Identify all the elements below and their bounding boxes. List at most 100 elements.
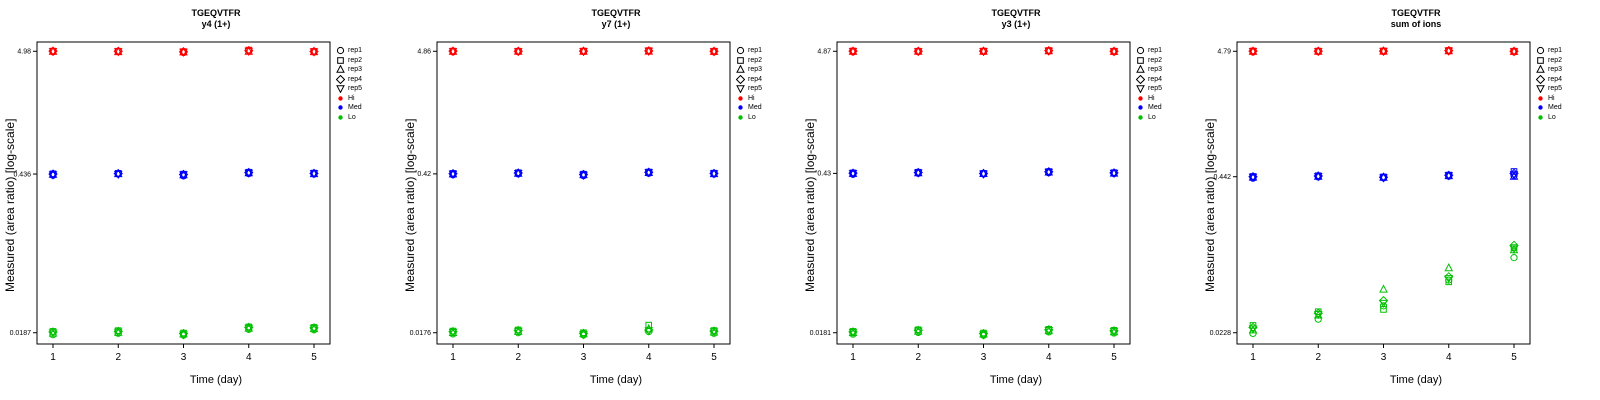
- legend-label: Med: [1548, 104, 1562, 112]
- panel-y3-1plus: TGEQVTFR y3 (1+) Measured (area ratio) […: [800, 0, 1200, 400]
- plot-area: 4.98 0.436 0.0187 1 2 3 4 5: [10, 41, 331, 363]
- panel-sum-of-ions: TGEQVTFR sum of ions Measured (area rati…: [1200, 0, 1600, 400]
- circle-icon: [336, 47, 345, 55]
- y-tick-label: 4.79: [1217, 49, 1231, 56]
- legend-item-rep5: rep5: [736, 84, 798, 94]
- x-tick-label: 3: [1381, 352, 1387, 363]
- diamond-icon: [336, 74, 345, 84]
- legend-label: rep1: [1148, 47, 1163, 55]
- x-tick-label: 5: [1511, 352, 1517, 363]
- x-tick-label: 3: [181, 352, 187, 363]
- legend-label: rep2: [348, 56, 363, 64]
- circle-icon: [1536, 47, 1545, 55]
- square-icon: [337, 56, 344, 64]
- triangle-up-icon: [1536, 65, 1545, 74]
- legend-label: rep1: [1548, 47, 1563, 55]
- chart-subtitle: y4 (1+): [201, 19, 231, 29]
- chart-title: TGEQVTFR: [191, 8, 241, 18]
- dot-icon: [1538, 96, 1543, 101]
- dot-icon: [738, 105, 743, 110]
- legend-label: Lo: [748, 113, 756, 121]
- legend-item-Lo: Lo: [1536, 113, 1598, 123]
- plot-area: 4.87 0.43 0.0181 1 2 3 4 5: [810, 41, 1131, 363]
- legend-label: rep5: [1148, 85, 1163, 93]
- plot-area: 4.86 0.42 0.0176 1 2 3 4 5: [410, 41, 731, 363]
- legend-label: rep4: [748, 75, 763, 83]
- x-axis-label: Time (day): [589, 374, 643, 386]
- diamond-icon: [736, 74, 745, 84]
- legend-item-rep4: rep4: [736, 74, 798, 85]
- square-icon: [1537, 56, 1544, 64]
- legend: rep1 rep2 rep3 rep4 rep5 Hi Med Lo: [736, 46, 798, 122]
- x-tick-label: 4: [1446, 352, 1452, 363]
- circle-icon: [1136, 47, 1145, 55]
- y-tick-label: 4.86: [417, 49, 431, 56]
- legend-label: rep3: [1548, 66, 1563, 74]
- x-tick-label: 4: [246, 352, 252, 363]
- y-tick-label: 0.0176: [410, 330, 432, 337]
- square-icon: [737, 56, 744, 64]
- x-tick-label: 1: [1250, 352, 1256, 363]
- legend-item-rep2: rep2: [736, 56, 798, 66]
- legend-item-rep3: rep3: [336, 65, 398, 75]
- chart-title: TGEQVTFR: [991, 8, 1041, 18]
- y-tick-label: 0.42: [417, 171, 431, 178]
- legend-label: rep5: [748, 85, 763, 93]
- legend-item-rep1: rep1: [736, 46, 798, 56]
- triangle-up-icon: [336, 65, 345, 74]
- legend-item-rep4: rep4: [1136, 74, 1198, 85]
- title-block: TGEQVTFR y4 (1+): [70, 8, 362, 30]
- plot-area: 4.79 0.442 0.0228 1 2 3 4 5: [1210, 41, 1531, 363]
- dot-icon: [738, 96, 743, 101]
- dot-icon: [1138, 115, 1143, 120]
- legend-item-rep4: rep4: [336, 74, 398, 85]
- y-tick-label: 0.43: [817, 171, 831, 178]
- legend-label: Hi: [348, 94, 355, 102]
- chart-subtitle: sum of ions: [1390, 19, 1442, 29]
- x-axis-label: Time (day): [1389, 374, 1443, 386]
- legend-label: Med: [1148, 104, 1162, 112]
- dot-icon: [1538, 105, 1543, 110]
- x-tick-label: 2: [915, 352, 921, 363]
- x-tick-label: 1: [50, 352, 56, 363]
- legend-item-Hi: Hi: [1536, 94, 1598, 104]
- legend-item-Med: Med: [1536, 103, 1598, 113]
- legend-label: rep1: [348, 47, 363, 55]
- panel-y7-1plus: TGEQVTFR y7 (1+) Measured (area ratio) […: [400, 0, 800, 400]
- dot-icon: [1138, 105, 1143, 110]
- legend-label: rep5: [348, 85, 363, 93]
- legend-item-Lo: Lo: [736, 113, 798, 123]
- dot-icon: [1138, 96, 1143, 101]
- legend-item-rep4: rep4: [1536, 74, 1598, 85]
- chart-subtitle: y7 (1+): [601, 19, 631, 29]
- x-tick-label: 1: [850, 352, 856, 363]
- legend-label: Med: [348, 104, 362, 112]
- legend-item-rep2: rep2: [336, 56, 398, 66]
- legend-item-Hi: Hi: [1136, 94, 1198, 104]
- legend-label: rep2: [748, 56, 763, 64]
- legend-label: rep3: [348, 66, 363, 74]
- legend-label: Lo: [1148, 113, 1156, 121]
- title-block: TGEQVTFR y3 (1+): [870, 8, 1162, 30]
- legend-label: Med: [748, 104, 762, 112]
- legend-item-Hi: Hi: [736, 94, 798, 104]
- legend-label: rep3: [1148, 66, 1163, 74]
- y-tick-label: 0.0228: [1210, 330, 1232, 337]
- x-tick-label: 4: [1046, 352, 1052, 363]
- legend-item-rep5: rep5: [336, 84, 398, 94]
- diamond-icon: [1136, 74, 1145, 84]
- triangle-down-icon: [336, 85, 345, 94]
- x-tick-label: 3: [981, 352, 987, 363]
- legend-label: rep5: [1548, 85, 1563, 93]
- legend-item-Med: Med: [1136, 103, 1198, 113]
- legend-item-rep2: rep2: [1536, 56, 1598, 66]
- dot-icon: [338, 115, 343, 120]
- triangle-down-icon: [1136, 85, 1145, 94]
- circle-icon: [736, 47, 745, 55]
- x-axis-label: Time (day): [189, 374, 243, 386]
- legend-label: Hi: [1548, 94, 1555, 102]
- x-tick-label: 5: [711, 352, 717, 363]
- legend-item-rep3: rep3: [1136, 65, 1198, 75]
- dot-icon: [1538, 115, 1543, 120]
